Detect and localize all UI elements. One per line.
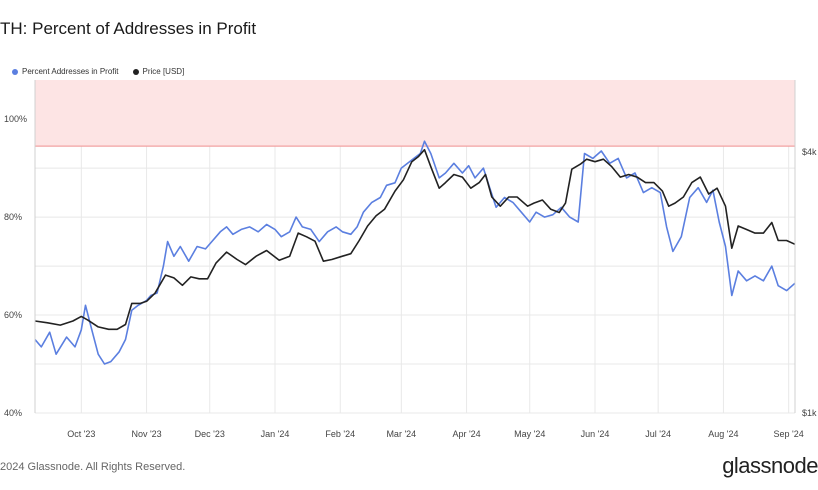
x-tick-label: Mar '24: [386, 429, 416, 439]
legend: Percent Addresses in Profit Price [USD]: [12, 67, 184, 76]
legend-item-profit[interactable]: Percent Addresses in Profit: [12, 67, 119, 76]
copyright-footer: 2024 Glassnode. All Rights Reserved.: [0, 461, 186, 473]
y-left-tick-label: 100%: [4, 114, 27, 124]
legend-dot-price-icon: [132, 68, 139, 75]
x-tick-label: Oct '23: [67, 429, 95, 439]
x-tick-label: Nov '23: [131, 429, 161, 439]
series-layer: [34, 140, 796, 365]
overheated-band: [35, 80, 795, 147]
glassnode-logo: glassnode: [722, 453, 818, 478]
legend-label-profit: Percent Addresses in Profit: [22, 67, 119, 76]
x-tick-label: Sep '24: [774, 429, 804, 439]
series-line-profit: [34, 140, 796, 365]
x-tick-label: Apr '24: [452, 429, 480, 439]
y-left-tick-label: 60%: [4, 310, 22, 320]
x-tick-label: Jan '24: [261, 429, 290, 439]
x-tick-label: Aug '24: [708, 429, 738, 439]
legend-dot-profit-icon: [12, 68, 18, 75]
series-line-price: [34, 148, 796, 331]
legend-item-price[interactable]: Price [USD]: [132, 67, 185, 76]
x-tick-label: Feb '24: [325, 429, 355, 439]
chart-title: TH: Percent of Addresses in Profit: [0, 19, 257, 38]
x-tick-label: Dec '23: [195, 429, 225, 439]
chart-plot: 40% 60% 80% 100% $1k $4k Oct '23 Nov '23 Dec '23…: [4, 80, 817, 439]
legend-label-price: Price [USD]: [142, 67, 185, 76]
y-left-tick-label: 80%: [4, 212, 22, 222]
axis-layer: 40% 60% 80% 100% $1k $4k Oct '23 Nov '23 Dec '23…: [4, 80, 817, 439]
x-tick-label: Jul '24: [645, 429, 671, 439]
x-tick-label: May '24: [514, 429, 545, 439]
y-right-tick-label: $4k: [802, 147, 817, 157]
y-right-tick-label: $1k: [802, 408, 817, 418]
band-fill: [35, 80, 795, 147]
y-left-tick-label: 40%: [4, 408, 22, 418]
x-tick-label: Jun '24: [581, 429, 610, 439]
